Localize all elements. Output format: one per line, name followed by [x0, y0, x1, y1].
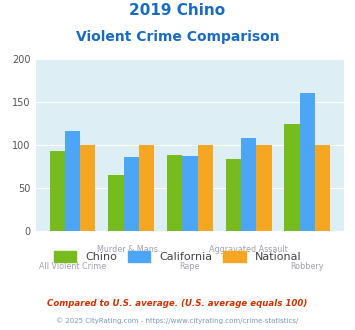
Text: Compared to U.S. average. (U.S. average equals 100): Compared to U.S. average. (U.S. average …	[47, 299, 308, 308]
Bar	[80, 145, 95, 231]
Bar	[256, 145, 272, 231]
Bar	[241, 138, 256, 231]
Legend: Chino, California, National: Chino, California, National	[49, 247, 306, 267]
Text: Murder & Mans...: Murder & Mans...	[97, 245, 165, 254]
Text: Violent Crime Comparison: Violent Crime Comparison	[76, 30, 279, 44]
Bar	[300, 93, 315, 231]
Bar	[108, 175, 124, 231]
Text: All Violent Crime: All Violent Crime	[39, 262, 106, 271]
Text: Rape: Rape	[180, 262, 200, 271]
Text: Aggravated Assault: Aggravated Assault	[209, 245, 288, 254]
Bar	[315, 145, 330, 231]
Text: Robbery: Robbery	[291, 262, 324, 271]
Bar	[167, 155, 182, 231]
Bar	[139, 145, 154, 231]
Bar	[124, 157, 139, 231]
Text: © 2025 CityRating.com - https://www.cityrating.com/crime-statistics/: © 2025 CityRating.com - https://www.city…	[56, 317, 299, 324]
Bar	[226, 159, 241, 231]
Text: 2019 Chino: 2019 Chino	[130, 3, 225, 18]
Bar	[198, 145, 213, 231]
Bar	[284, 124, 300, 231]
Bar	[65, 131, 80, 231]
Bar	[50, 151, 65, 231]
Bar	[182, 156, 198, 231]
